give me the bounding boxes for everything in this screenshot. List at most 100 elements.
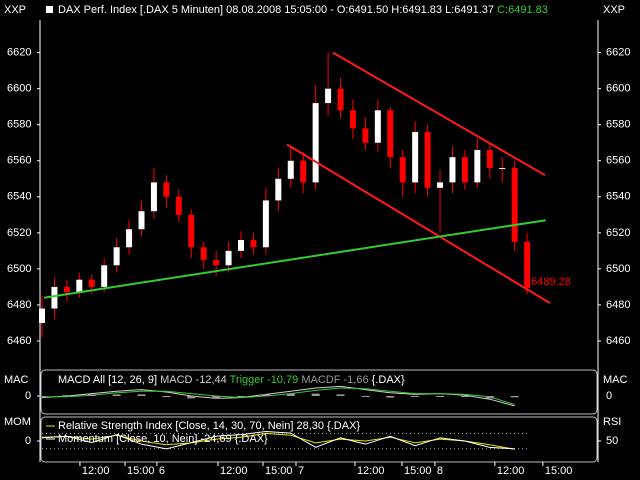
histogram-bar bbox=[411, 396, 420, 397]
histogram-bar bbox=[62, 395, 71, 397]
candle-body bbox=[412, 131, 419, 183]
candle-body bbox=[225, 250, 232, 266]
trend-line bbox=[43, 219, 546, 299]
candle-body bbox=[524, 241, 531, 289]
histogram-bar bbox=[237, 396, 246, 397]
histogram-bar bbox=[460, 396, 469, 397]
histogram-bar bbox=[311, 393, 320, 396]
y-tick-label: 6540 bbox=[7, 191, 31, 203]
legend-entry: MACDF -1,66 bbox=[301, 374, 368, 386]
histogram-bar bbox=[436, 396, 445, 397]
candle-body bbox=[101, 265, 108, 287]
indicator-line bbox=[41, 430, 515, 450]
candle-body bbox=[424, 131, 431, 188]
candle-body bbox=[138, 211, 145, 230]
y2-tick-label: 50 bbox=[606, 435, 618, 447]
y-tick-label: 6560 bbox=[7, 155, 31, 167]
trend-line bbox=[286, 143, 551, 304]
x-tick-label: 6 bbox=[159, 465, 165, 477]
histogram-bar bbox=[286, 393, 295, 396]
histogram-bar bbox=[87, 394, 96, 396]
y-tick-label: 0 bbox=[25, 390, 31, 402]
x-tick-label: 8 bbox=[437, 465, 443, 477]
candle-body bbox=[163, 182, 170, 197]
candle-body bbox=[76, 279, 83, 293]
y-tick-label: 6520 bbox=[7, 227, 31, 239]
x-tick-label: 7 bbox=[298, 465, 304, 477]
title-close: C:6491.83 bbox=[497, 4, 548, 16]
x-tick-label: 15:00 bbox=[545, 465, 573, 477]
candle-body bbox=[449, 157, 456, 183]
candle-body bbox=[437, 182, 444, 188]
legend: MACD All [12, 26, 9] MACD -12,44 Trigger… bbox=[58, 374, 405, 386]
y-tick-label: 6460 bbox=[606, 335, 630, 347]
histogram-bar bbox=[187, 396, 196, 399]
candle-body bbox=[474, 149, 481, 183]
indicator-line bbox=[41, 387, 515, 406]
legend-suffix: {.DAX} bbox=[372, 374, 405, 386]
x-tick-label: 15:00 bbox=[265, 465, 293, 477]
y-tick-label: 6600 bbox=[606, 83, 630, 95]
legend-entry: Relative Strength Index [Close, 14, 30, … bbox=[58, 420, 360, 432]
candle-body bbox=[175, 196, 182, 215]
x-tick-label: 12:00 bbox=[82, 465, 110, 477]
histogram-bar bbox=[261, 394, 270, 396]
x-tick-label: 15:00 bbox=[127, 465, 155, 477]
y-tick-label: 6460 bbox=[7, 335, 31, 347]
candle-body bbox=[461, 157, 468, 183]
corner-label: XXP bbox=[4, 4, 26, 16]
histogram-bar bbox=[137, 394, 146, 396]
title-main: DAX Perf. Index [.DAX 5 Minuten] 08.08.2… bbox=[58, 4, 494, 16]
candle-body bbox=[325, 88, 332, 104]
icon bbox=[46, 6, 53, 13]
axis-label: MAC bbox=[603, 374, 628, 386]
candle-body bbox=[150, 182, 157, 212]
axis-label: RSI bbox=[603, 416, 621, 428]
histogram-bar bbox=[37, 396, 46, 397]
x-tick-label: 12:00 bbox=[220, 465, 248, 477]
candle-body bbox=[374, 110, 381, 143]
y-tick-label: 6620 bbox=[7, 47, 31, 59]
histogram-bar bbox=[212, 396, 221, 399]
y-tick-label: 6520 bbox=[606, 227, 630, 239]
x-tick-label: 12:00 bbox=[497, 465, 525, 477]
histogram-bar bbox=[361, 396, 370, 397]
y-tick-label: 6480 bbox=[7, 299, 31, 311]
candle-body bbox=[349, 110, 356, 129]
candle-body bbox=[213, 259, 220, 266]
corner-label: XXP bbox=[603, 4, 625, 16]
candle-body bbox=[38, 308, 45, 323]
candle-body bbox=[499, 167, 506, 169]
candle-body bbox=[337, 88, 344, 111]
candle-body bbox=[387, 110, 394, 158]
candle-body bbox=[275, 178, 282, 201]
legend-title: MACD All [12, 26, 9] bbox=[58, 374, 157, 386]
y-tick-label: 6480 bbox=[606, 299, 630, 311]
candle-body bbox=[188, 214, 195, 248]
candle-body bbox=[262, 200, 269, 248]
legend-entry: Momentum [Close, 10, Nein] -24,69 {.DAX} bbox=[58, 433, 268, 445]
legend-entry: Trigger -10,79 bbox=[230, 374, 299, 386]
y-tick-label: 6620 bbox=[606, 47, 630, 59]
trend-line bbox=[332, 51, 546, 177]
y-tick-label: 6560 bbox=[606, 155, 630, 167]
candle-body bbox=[486, 149, 493, 168]
legend-entry: MACD -12,44 bbox=[160, 374, 227, 386]
axis-label: MAC bbox=[4, 374, 29, 386]
y-tick-label: 6580 bbox=[7, 119, 31, 131]
candle-body bbox=[126, 229, 133, 248]
histogram-bar bbox=[162, 396, 171, 397]
candle-body bbox=[63, 286, 70, 293]
candle-body bbox=[287, 160, 294, 179]
candle-body bbox=[238, 240, 245, 251]
x-tick-label: 12:00 bbox=[357, 465, 385, 477]
y-tick-label: 6580 bbox=[606, 119, 630, 131]
histogram-bar bbox=[336, 394, 345, 396]
last-value-label: 6489.28 bbox=[531, 276, 571, 288]
histogram-bar bbox=[510, 396, 519, 398]
y-tick-label: 6500 bbox=[606, 263, 630, 275]
y-tick-label: 6540 bbox=[606, 191, 630, 203]
histogram-bar bbox=[485, 396, 494, 399]
